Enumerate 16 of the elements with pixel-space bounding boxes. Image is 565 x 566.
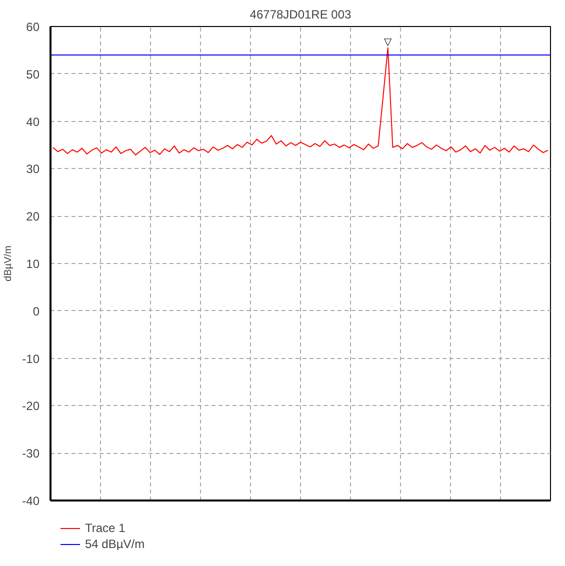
chart-title: 46778JD01RE 003 xyxy=(250,8,352,22)
legend-label: Trace 1 xyxy=(85,520,126,536)
y-tick-label: -10 xyxy=(22,352,40,366)
y-tick-label: 60 xyxy=(26,20,40,34)
y-tick-label: -20 xyxy=(22,399,40,414)
y-tick-label: 30 xyxy=(26,162,40,176)
annotation: ▽ xyxy=(384,36,392,48)
y-tick-label: 50 xyxy=(26,67,40,82)
line-series xyxy=(52,47,549,156)
y-tick-label: 10 xyxy=(26,257,40,271)
y-tick-label: 20 xyxy=(26,210,40,224)
y-axis-title: dBµV/m xyxy=(3,246,14,282)
y-tick-label: 0 xyxy=(32,304,40,318)
y-tick-label: -30 xyxy=(22,446,40,461)
y-tick-label: 40 xyxy=(26,114,40,129)
y-tick-label: -40 xyxy=(22,494,40,508)
